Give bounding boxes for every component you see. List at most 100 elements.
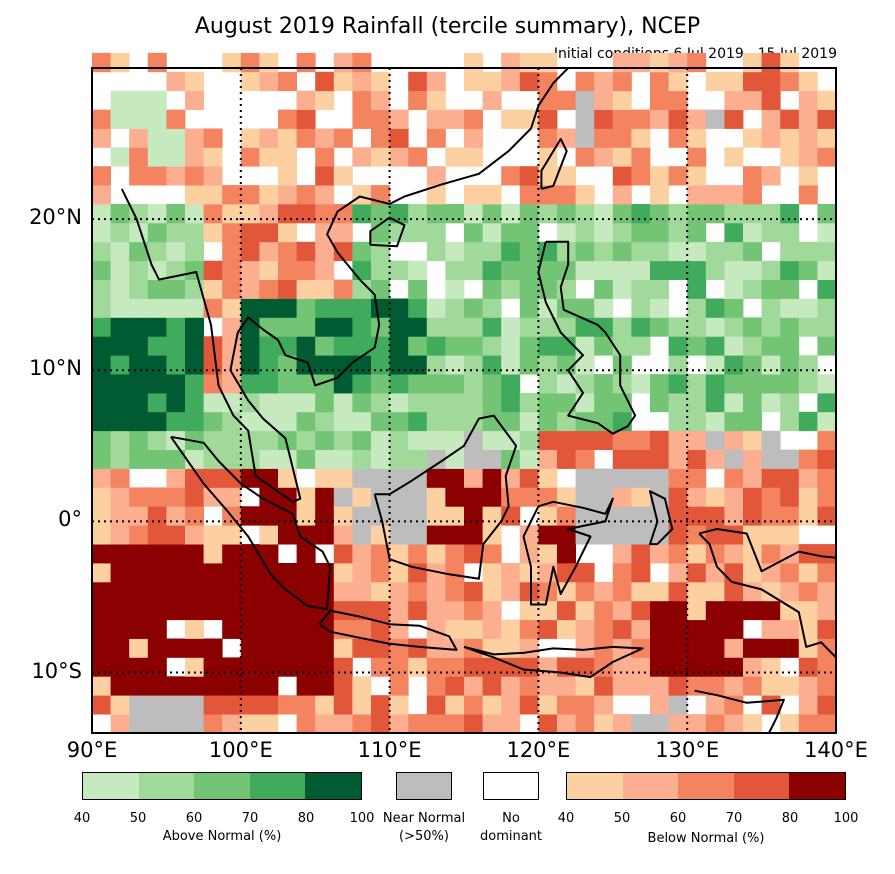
grid-cell xyxy=(352,147,372,167)
grid-cell xyxy=(333,600,353,621)
grid-cell xyxy=(240,506,260,526)
grid-cell xyxy=(538,185,558,205)
grid-cell xyxy=(482,185,502,205)
grid-cell xyxy=(687,392,707,413)
grid-cell xyxy=(557,411,576,432)
grid-cell xyxy=(612,109,632,129)
grid-cell xyxy=(147,279,167,299)
grid-cell xyxy=(743,355,762,375)
grid-cell xyxy=(278,317,297,337)
grid-cell xyxy=(278,147,297,167)
grid-cell xyxy=(798,676,818,696)
grid-cell xyxy=(631,374,651,394)
grid-cell xyxy=(594,336,614,356)
grid-cell xyxy=(389,619,409,639)
grid-cell xyxy=(371,109,390,129)
grid-cell xyxy=(798,638,818,658)
grid-cell xyxy=(110,374,130,394)
grid-cell xyxy=(724,506,744,526)
grid-cell xyxy=(352,392,372,413)
grid-cell xyxy=(575,298,595,318)
grid-cell xyxy=(371,279,390,299)
grid-cell xyxy=(259,600,279,621)
grid-cell xyxy=(408,544,428,564)
grid-cell xyxy=(464,241,483,262)
grid-cell xyxy=(240,449,260,469)
grid-cell xyxy=(631,128,651,148)
grid-cell xyxy=(408,374,428,394)
grid-cell xyxy=(687,109,707,129)
grid-cell xyxy=(389,468,409,488)
grid-cell xyxy=(594,714,614,734)
grid-cell xyxy=(650,638,669,658)
grid-cell xyxy=(240,185,260,205)
grid-cell xyxy=(668,563,688,583)
grid-cell xyxy=(817,506,837,526)
grid-cell xyxy=(817,241,837,262)
grid-cell xyxy=(203,260,223,280)
below-normal-segment xyxy=(733,773,790,799)
above-normal-colorbar xyxy=(82,772,362,800)
grid-cell xyxy=(315,355,335,375)
grid-cell xyxy=(426,695,446,715)
grid-cell xyxy=(371,317,390,337)
colorbar-tick-label: 50 xyxy=(613,811,631,826)
grid-cell xyxy=(482,298,502,318)
grid-cell xyxy=(333,128,353,148)
grid-cell xyxy=(631,449,651,469)
grid-cell xyxy=(185,147,204,167)
grid-cell xyxy=(464,581,483,602)
grid-cell xyxy=(92,279,111,299)
grid-cell xyxy=(185,374,204,394)
grid-cell xyxy=(575,204,595,224)
grid-cell xyxy=(519,109,539,129)
grid-cell xyxy=(761,222,781,243)
grid-cell xyxy=(519,468,539,488)
grid-cell xyxy=(352,298,372,318)
grid-cell xyxy=(650,222,669,243)
coastline xyxy=(694,689,785,734)
grid-cell xyxy=(315,411,335,432)
grid-cell xyxy=(278,600,297,621)
grid-cell xyxy=(743,449,762,469)
grid-cell xyxy=(575,676,595,696)
grid-cell xyxy=(371,147,390,167)
grid-cell xyxy=(519,619,539,639)
grid-cell xyxy=(389,317,409,337)
grid-cell xyxy=(464,392,483,413)
grid-cell xyxy=(259,695,279,715)
grid-cell xyxy=(185,563,204,583)
grid-cell xyxy=(575,392,595,413)
grid-cell xyxy=(594,204,614,224)
grid-cell xyxy=(352,714,372,734)
grid-cell xyxy=(278,374,297,394)
grid-cell xyxy=(464,336,483,356)
grid-cell xyxy=(166,600,186,621)
grid-cell xyxy=(780,317,800,337)
grid-cell xyxy=(594,317,614,337)
grid-cell xyxy=(240,128,260,148)
grid-cell xyxy=(222,279,242,299)
grid-cell xyxy=(612,600,632,621)
grid-cell xyxy=(129,336,149,356)
grid-cell xyxy=(445,506,465,526)
grid-cell xyxy=(650,279,669,299)
grid-cell xyxy=(408,430,428,450)
grid-cell xyxy=(371,392,390,413)
grid-cell xyxy=(445,241,465,262)
grid-cell xyxy=(203,166,223,186)
grid-cell xyxy=(408,71,428,92)
grid-cell xyxy=(129,487,149,507)
grid-cell xyxy=(538,468,558,488)
grid-cell xyxy=(408,487,428,507)
grid-cell xyxy=(650,506,669,526)
graticule xyxy=(92,68,836,733)
grid-cell xyxy=(371,695,390,715)
grid-cell xyxy=(482,241,502,262)
grid-cell xyxy=(445,147,465,167)
grid-cell xyxy=(631,204,651,224)
grid-cell xyxy=(482,657,502,677)
grid-cell xyxy=(445,714,465,734)
lat-tick-label: 10°S xyxy=(31,658,82,683)
grid-cell xyxy=(817,581,837,602)
